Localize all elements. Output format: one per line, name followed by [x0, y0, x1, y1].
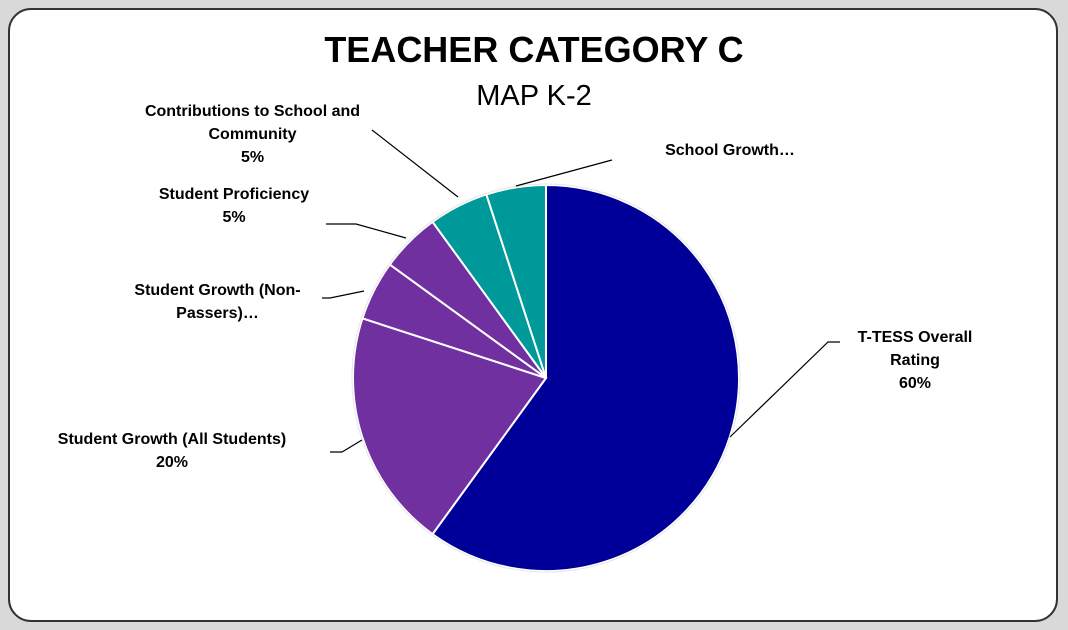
- slice-label: School Growth…: [665, 142, 795, 159]
- leader-line: [326, 223, 407, 239]
- pie-outline: [351, 183, 741, 573]
- leader-line: [371, 129, 459, 198]
- slice-value-label: 5%: [240, 149, 265, 166]
- leader-line: [330, 439, 363, 453]
- leader-line: [729, 341, 840, 438]
- slice-label: Student Proficiency: [158, 186, 310, 203]
- leader-line: [515, 159, 613, 187]
- slice-value-label: 60%: [898, 375, 932, 392]
- chart-subtitle: MAP K-2: [476, 80, 592, 112]
- slice-value-label: 20%: [155, 454, 189, 471]
- slice-label: Contributions to School and Community: [144, 103, 361, 143]
- pie-slice: [485, 183, 547, 379]
- pie-slice: [431, 183, 740, 572]
- chart-title: TEACHER CATEGORY C: [324, 29, 744, 70]
- leader-line: [322, 290, 365, 299]
- slice-label: Student Growth (All Students): [57, 431, 287, 448]
- slice-value-label: 5%: [222, 209, 246, 226]
- pie-slice: [352, 317, 548, 536]
- slice-label: Student Growth (Non-Passers)…: [134, 282, 301, 322]
- slice-label: T-TESS Overall Rating: [857, 329, 973, 369]
